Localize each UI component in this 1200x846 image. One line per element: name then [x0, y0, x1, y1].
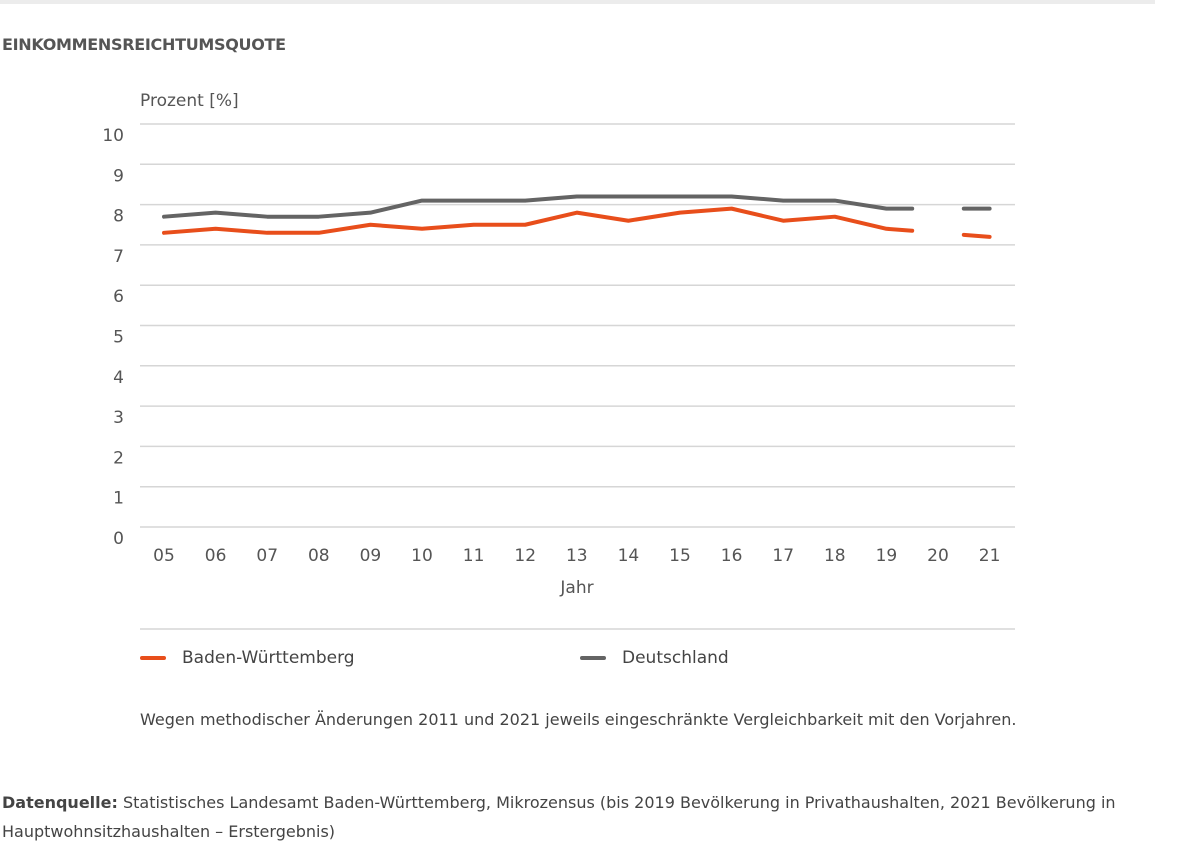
x-tick-label: 10	[411, 546, 433, 566]
series-line-baden-wuerttemberg	[964, 235, 990, 237]
x-tick-label: 07	[256, 546, 278, 566]
x-tick-label: 16	[721, 546, 743, 566]
x-tick-label: 19	[876, 546, 898, 566]
x-tick-label: 15	[669, 546, 691, 566]
y-tick-label: 4	[113, 368, 124, 388]
x-tick-label: 11	[463, 546, 485, 566]
series-line-baden-wuerttemberg	[164, 209, 912, 233]
chart-note: Wegen methodischer Änderungen 2011 und 2…	[140, 705, 1080, 734]
x-tick-label: 17	[772, 546, 794, 566]
x-tick-label: 21	[979, 546, 1001, 566]
series-line-deutschland	[164, 197, 912, 217]
legend-swatch-bw	[140, 656, 166, 660]
y-tick-label: 8	[113, 207, 124, 227]
x-tick-label: 09	[360, 546, 382, 566]
legend-label-bw: Baden-Württemberg	[182, 648, 355, 668]
y-tick-label: 0	[113, 529, 124, 549]
source-text: Statistisches Landesamt Baden-Württember…	[2, 793, 1116, 841]
x-tick-label: 18	[824, 546, 846, 566]
y-tick-label: 5	[113, 328, 124, 348]
legend-label-de: Deutschland	[622, 648, 729, 668]
legend-item-de: Deutschland	[580, 648, 729, 668]
x-tick-label: 13	[566, 546, 588, 566]
legend-item-bw: Baden-Württemberg	[140, 648, 355, 668]
source-label: Datenquelle:	[2, 793, 118, 812]
legend-swatch-de	[580, 656, 606, 660]
data-source: Datenquelle: Statistisches Landesamt Bad…	[2, 788, 1162, 846]
x-tick-label: 05	[153, 546, 175, 566]
y-tick-label: 2	[113, 448, 124, 468]
y-tick-label: 9	[113, 166, 124, 186]
x-tick-label: 14	[618, 546, 640, 566]
y-tick-label: 6	[113, 287, 124, 307]
y-axis-label: Prozent [%]	[140, 91, 239, 111]
x-tick-label: 08	[308, 546, 330, 566]
x-tick-label: 06	[205, 546, 227, 566]
x-tick-label: 20	[927, 546, 949, 566]
x-axis-label: Jahr	[559, 578, 593, 598]
y-tick-label: 3	[113, 408, 124, 428]
y-tick-label: 7	[113, 247, 124, 267]
y-tick-label: 1	[113, 489, 124, 509]
y-tick-label: 10	[102, 126, 124, 146]
x-tick-label: 12	[514, 546, 536, 566]
